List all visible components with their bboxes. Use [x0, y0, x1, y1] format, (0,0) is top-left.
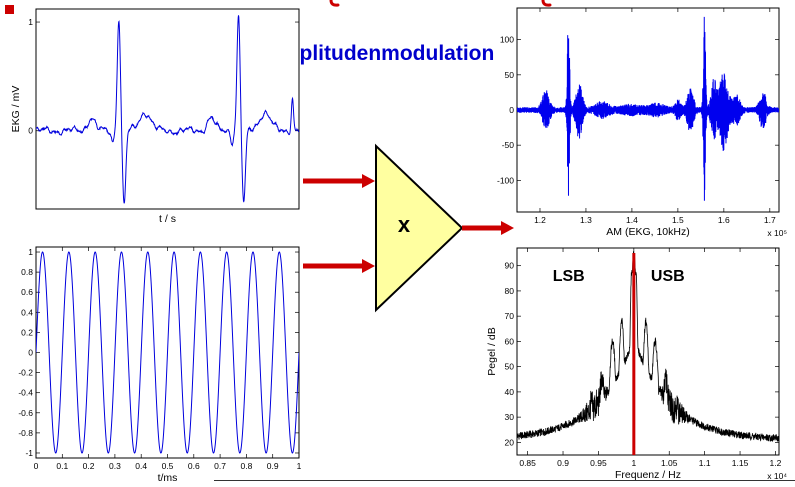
am-chart-svg: 1.2 1.3 1.4 1.5 1.6 1.7 100 50 0 -50 -100 AM (EKG, …	[497, 7, 787, 238]
carrier-xtick-label: 0	[34, 461, 39, 471]
carrier-ytick-label: 0.6	[21, 287, 33, 297]
plot-am-signal: 1.2 1.3 1.4 1.5 1.6 1.7 100 50 0 -50 -100 AM (EKG, …	[468, 0, 795, 251]
carrier-ytick-label: -0.8	[18, 428, 33, 438]
spectrum-ytick-label: 20	[505, 437, 515, 447]
spectrum-ytick-label: 70	[505, 311, 515, 321]
carrier-ytick-label: 0.8	[21, 267, 33, 277]
spectrum-chart-svg: 0.85 0.9 0.95 1 1.05 1.1 1.15 1.2 20 30 40 50 60 70 80…	[486, 247, 787, 481]
am-trace	[517, 16, 779, 201]
carrier-xtick-label: 0.5	[162, 461, 174, 471]
spectrum-xtick-label: 0.85	[519, 458, 536, 468]
spectrum-xtick-label: 1.15	[732, 458, 749, 468]
carrier-xtick-label: 0.7	[214, 461, 226, 471]
spectrum-xtick-label: 1.2	[770, 458, 782, 468]
spectrum-ytick-label: 90	[505, 261, 515, 271]
multiplier-label: x	[397, 212, 411, 237]
cropped-letter-fragment	[329, 0, 340, 7]
spectrum-xlabel: Frequenz / Hz	[615, 469, 681, 481]
ekg-plot-box	[35, 8, 300, 210]
carrier-xtick-label: 0.2	[83, 461, 95, 471]
arrowhead-icon	[362, 174, 375, 188]
spectrum-ytick-label: 40	[505, 387, 515, 397]
am-ytick-label: -50	[502, 140, 515, 150]
ekg-xlabel: t / s	[159, 213, 176, 225]
carrier-ytick-label: -0.6	[18, 408, 33, 418]
carrier-chart-svg: 0 0.1 0.2 0.3 0.4 0.5 0.6 0.7 0.8 0.9 1 1 0.8 0.6 0.4 0…	[18, 246, 302, 484]
am-xtick-label: 1.6	[718, 215, 730, 225]
spectrum-xtick-label: 0.95	[590, 458, 607, 468]
spectrum-ytick-label: 30	[505, 412, 515, 422]
carrier-ytick-label: 0.2	[21, 327, 33, 337]
carrier-xtick-label: 0.8	[240, 461, 252, 471]
spectrum-trace	[517, 251, 779, 443]
ekg-ytick-label: 0	[28, 126, 33, 136]
am-xlabel: AM (EKG, 10kHz)	[606, 226, 689, 238]
carrier-ytick-label: -0.2	[18, 368, 33, 378]
lsb-label: LSB	[553, 268, 585, 285]
carrier-xtick-label: 0.1	[56, 461, 68, 471]
carrier-xlabel: t/ms	[158, 472, 178, 484]
ekg-ylabel: EKG / mV	[10, 86, 22, 133]
carrier-ytick-label: -1	[25, 448, 33, 458]
carrier-ytick-label: 1	[28, 247, 33, 257]
carrier-xtick-label: 1	[297, 461, 302, 471]
carrier-xtick-label: 0.3	[109, 461, 121, 471]
carrier-ytick-label: -0.4	[18, 388, 33, 398]
arrowhead-icon	[362, 259, 375, 273]
spectrum-ytick-label: 60	[505, 336, 515, 346]
carrier-xtick-label: 0.4	[135, 461, 147, 471]
slide-title: Amplitudenmodulation	[265, 42, 495, 65]
am-ytick-label: 50	[505, 70, 515, 80]
am-ytick-label: -100	[497, 175, 514, 185]
spectrum-xtick-label: 1.05	[661, 458, 678, 468]
plot-spectrum: 0.85 0.9 0.95 1 1.05 1.1 1.15 1.2 20 30 40 50 60 70 80…	[468, 240, 795, 487]
am-xtick-label: 1.3	[580, 215, 592, 225]
ekg-chart-svg: 0 1 t / s EKG / mV	[10, 8, 300, 225]
am-xtick-label: 1.7	[764, 215, 776, 225]
carrier-ytick-label: 0	[28, 348, 33, 358]
ekg-ytick-label: 1	[28, 17, 33, 27]
ekg-trace	[36, 15, 299, 204]
carrier-trace	[36, 251, 299, 454]
spectrum-ytick-label: 50	[505, 362, 515, 372]
plot-ekg-signal: 0 1 t / s EKG / mV	[0, 0, 310, 243]
am-xtick-label: 1.5	[672, 215, 684, 225]
spectrum-xtick-label: 1.1	[699, 458, 711, 468]
plot-carrier-sine: 0 0.1 0.2 0.3 0.4 0.5 0.6 0.7 0.8 0.9 1 1 0.8 0.6 0.4 0…	[0, 238, 310, 487]
am-xtick-label: 1.2	[534, 215, 546, 225]
am-xtick-label: 1.4	[626, 215, 638, 225]
usb-label: USB	[651, 268, 685, 285]
am-ytick-label: 100	[500, 35, 514, 45]
carrier-ytick-label: 0.4	[21, 307, 33, 317]
spectrum-axis-exponent-label: x 10⁴	[767, 471, 787, 481]
am-ytick-label: 0	[509, 105, 514, 115]
cropped-border-line	[214, 480, 795, 481]
spectrum-xtick-label: 0.9	[557, 458, 569, 468]
am-axis-exponent-label: x 10⁵	[767, 228, 787, 238]
arrow-ekg-to-multiplier	[303, 174, 375, 188]
spectrum-ytick-label: 80	[505, 286, 515, 296]
spectrum-xtick-label: 1	[631, 458, 636, 468]
carrier-xtick-label: 0.6	[188, 461, 200, 471]
red-marker-square	[5, 5, 14, 14]
spectrum-ylabel: Pegel / dB	[486, 327, 498, 375]
arrow-carrier-to-multiplier	[303, 259, 375, 273]
carrier-xtick-label: 0.9	[267, 461, 279, 471]
